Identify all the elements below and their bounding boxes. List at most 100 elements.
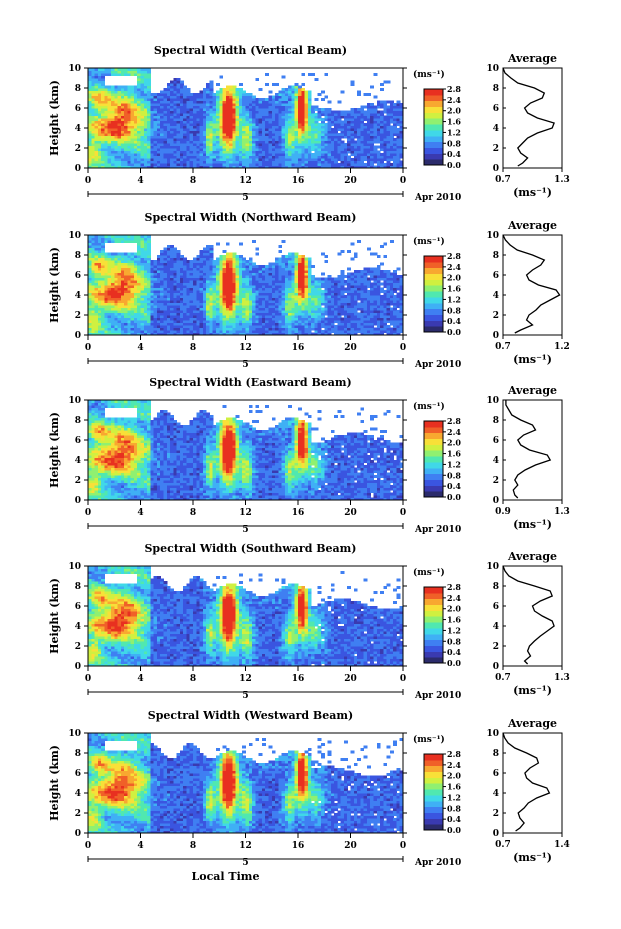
heatmap-cell [275,105,279,109]
heatmap-cell [189,98,194,102]
heatmap-cell [110,140,115,144]
heatmap-cell [130,158,135,162]
heatmap-cell [186,123,191,127]
heatmap-cell [179,138,184,142]
heatmap-cell [183,140,188,144]
heatmap-cell [140,125,145,129]
heatmap-cell [212,165,217,169]
heatmap-cell [173,93,178,97]
heatmap-cell [271,165,276,169]
heatmap-cell [189,138,194,142]
heatmap-cell [324,135,329,139]
heatmap-cell [268,108,273,112]
heatmap-cell [143,83,148,87]
heatmap-cell [143,120,148,124]
heatmap-cell [179,120,184,124]
heatmap-cell [107,155,112,159]
heatmap-cell [288,130,293,134]
heatmap-cell [268,98,273,102]
heatmap-cell [196,105,201,109]
heatmap-cell [284,105,289,109]
heatmap-cell [215,130,220,134]
heatmap-cell [104,100,109,104]
heatmap-cell [179,150,184,154]
heatmap-cell [179,143,184,147]
heatmap-cell [278,90,283,94]
heatmap-cell [193,125,197,129]
heatmap-cell [173,88,178,92]
heatmap-cell [229,165,233,169]
heatmap-cell [232,118,237,122]
heatmap-cell [140,158,145,162]
heatmap-cell [229,148,233,152]
heatmap-cell [281,133,286,137]
heatmap-cell [124,158,128,162]
heatmap-cell [334,145,338,149]
heatmap-cell [314,125,319,129]
heatmap-cell [261,150,266,154]
heatmap-cell [304,115,309,119]
heatmap-cell [222,153,227,157]
heatmap-cell [271,125,276,129]
heatmap-cell [334,153,338,157]
heatmap-cell [288,95,293,99]
heatmap-cell [235,128,240,132]
heatmap-cell [229,160,233,164]
heatmap-cell [215,158,220,162]
heatmap-cell [124,163,128,167]
heatmap-cell [209,105,214,109]
heatmap-cell [196,153,201,157]
heatmap-cell [199,110,204,114]
heatmap-cell [140,165,145,169]
heatmap-cell [284,123,289,127]
heatmap-cell [183,98,188,102]
heatmap-cell [127,125,132,129]
heatmap-cell [114,140,119,144]
heatmap-cell [304,110,309,114]
heatmap-cell [219,143,224,147]
heatmap-cell [101,85,106,89]
heatmap-cell [212,130,217,134]
heatmap-cell [206,148,211,152]
heatmap-cell [248,133,253,137]
heatmap-cell [298,138,302,142]
heatmap-cell [258,158,263,162]
heatmap-cell [91,153,96,157]
heatmap-cell [324,140,329,144]
heatmap-cell [232,108,237,112]
heatmap-cell [291,138,296,142]
heatmap-cell [265,130,270,134]
heatmap-cell [143,148,148,152]
heatmap-cell [294,145,299,149]
heatmap-cell [199,138,204,142]
heatmap-cell [284,115,289,119]
heatmap-cell [143,90,148,94]
heatmap-cell [281,165,286,169]
heatmap-cell [183,105,188,109]
heatmap-cell [196,130,201,134]
heatmap-cell [304,98,309,102]
heatmap-cell [137,165,142,169]
heatmap-cell [307,160,312,164]
heatmap-cell [150,140,155,144]
heatmap-cell [196,158,201,162]
heatmap-cell [117,145,122,149]
heatmap-cell [225,85,230,89]
heatmap-cell [160,133,165,137]
heatmap-cell [110,103,115,107]
heatmap-cell [196,163,201,167]
heatmap-cell [196,93,201,97]
heatmap-cell [179,83,184,87]
heatmap-cell [258,113,263,117]
heatmap-cell [206,118,211,122]
heatmap-cell [245,135,250,139]
heatmap-cell [327,160,332,164]
heatmap-cell [343,113,348,117]
heatmap-cell [284,128,289,132]
heatmap-cell [147,135,151,139]
heatmap-cell [107,150,112,154]
heatmap-cell [94,128,99,132]
heatmap-cell [127,73,132,77]
heatmap-cell [124,120,128,124]
heatmap-cell [120,118,125,122]
